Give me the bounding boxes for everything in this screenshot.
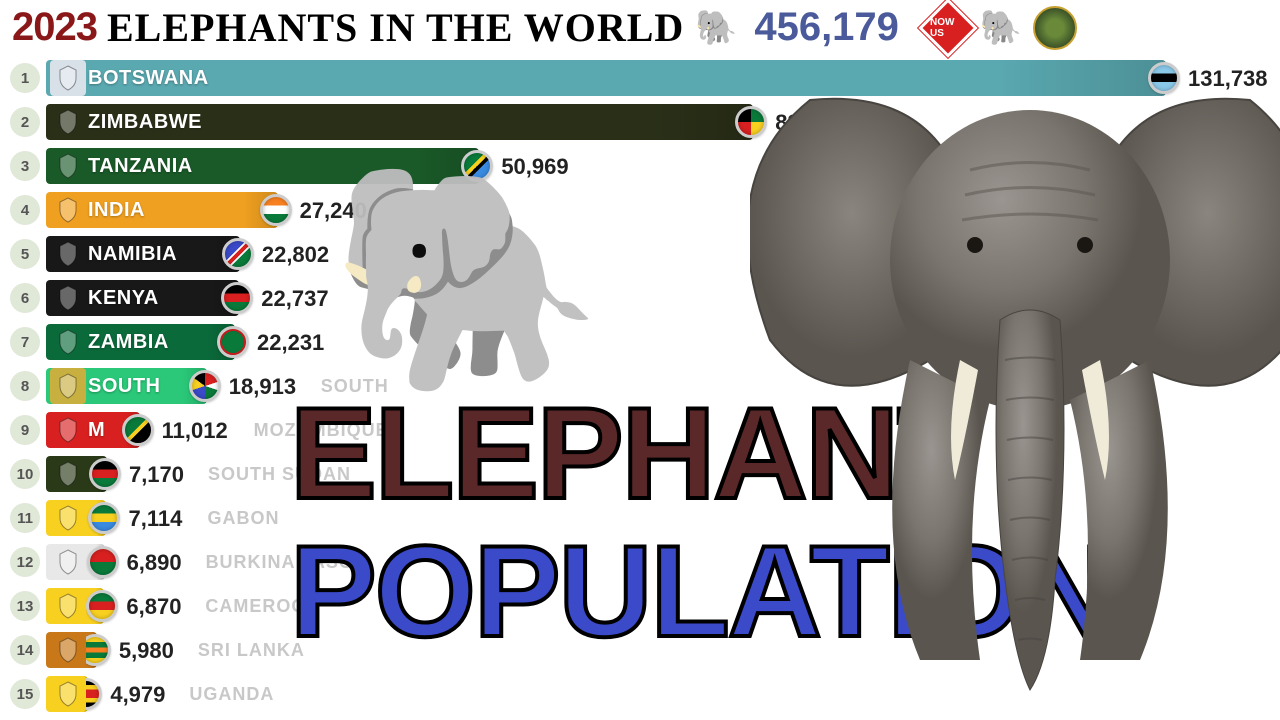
country-crest-icon (50, 60, 86, 96)
flag-icon (86, 590, 118, 622)
flag-icon (189, 370, 221, 402)
country-crest-icon (50, 456, 86, 492)
header: 2023 ELEPHANTS IN THE WORLD 🐘 456,179 NO… (0, 0, 1280, 53)
country-crest-icon (50, 236, 86, 272)
bar: ZIMBABWE (46, 104, 753, 140)
country-crest-icon (50, 500, 86, 536)
rank-badge: 11 (10, 503, 40, 533)
country-label: INDIA (88, 199, 145, 222)
rank-badge: 15 (10, 679, 40, 709)
country-label: BOTSWANA (88, 67, 209, 90)
value-label: 4,979 (110, 682, 165, 708)
country-crest-icon (50, 192, 86, 228)
value-label: 22,737 (261, 286, 328, 312)
flag-icon (89, 458, 121, 490)
year-label: 2023 (12, 5, 97, 50)
flag-icon (260, 194, 292, 226)
elephant-silhouette-icon: 🐘 (330, 150, 604, 408)
rank-badge: 14 (10, 635, 40, 665)
value-label: 7,114 (128, 506, 182, 532)
overflow-country-label: GABON (207, 508, 279, 529)
value-label: 11,012 (162, 418, 228, 444)
country-label: KENYA (88, 287, 159, 310)
flag-icon (221, 282, 253, 314)
rank-badge: 9 (10, 415, 40, 445)
country-label: NAMIBIA (88, 243, 177, 266)
value-label: 5,980 (119, 638, 174, 664)
country-crest-icon (50, 280, 86, 316)
elephant-photo (750, 60, 1280, 700)
elephant-head-icon: 🐘 (979, 6, 1023, 50)
elephant-outline-icon: 🐘 (694, 6, 738, 50)
flag-icon (217, 326, 249, 358)
value-label: 7,170 (129, 462, 184, 488)
rank-badge: 1 (10, 63, 40, 93)
country-label: TANZANIA (88, 155, 193, 178)
value-label: 6,870 (126, 594, 181, 620)
rank-badge: 3 (10, 151, 40, 181)
rank-badge: 5 (10, 239, 40, 269)
rank-badge: 6 (10, 283, 40, 313)
country-crest-icon (50, 368, 86, 404)
country-label: SOUTH (88, 375, 161, 398)
rank-badge: 4 (10, 195, 40, 225)
rank-badge: 12 (10, 547, 40, 577)
overflow-country-label: SRI LANKA (198, 640, 305, 661)
country-label: M (88, 419, 105, 442)
rank-badge: 8 (10, 371, 40, 401)
value-label: 22,802 (262, 242, 329, 268)
world-total: 456,179 (754, 5, 899, 50)
country-label: ZIMBABWE (88, 111, 202, 134)
rank-badge: 2 (10, 107, 40, 137)
chart-title: ELEPHANTS IN THE WORLD (107, 4, 684, 51)
value-label: 6,890 (127, 550, 182, 576)
country-label: ZAMBIA (88, 331, 169, 354)
value-label: 18,913 (229, 374, 296, 400)
flag-icon (122, 414, 154, 446)
country-crest-icon (50, 588, 86, 624)
nowus-badge-icon: NOW US (918, 0, 977, 57)
rank-badge: 13 (10, 591, 40, 621)
rank-badge: 7 (10, 327, 40, 357)
country-crest-icon (50, 676, 86, 712)
country-crest-icon (50, 324, 86, 360)
country-crest-icon (50, 632, 86, 668)
coin-badge-icon (1033, 6, 1077, 50)
country-crest-icon (50, 104, 86, 140)
country-crest-icon (50, 148, 86, 184)
value-label: 22,231 (257, 330, 324, 356)
rank-badge: 10 (10, 459, 40, 489)
flag-icon (222, 238, 254, 270)
flag-icon (88, 502, 120, 534)
overflow-country-label: UGANDA (189, 684, 274, 705)
flag-icon (87, 546, 119, 578)
country-crest-icon (50, 544, 86, 580)
country-crest-icon (50, 412, 86, 448)
